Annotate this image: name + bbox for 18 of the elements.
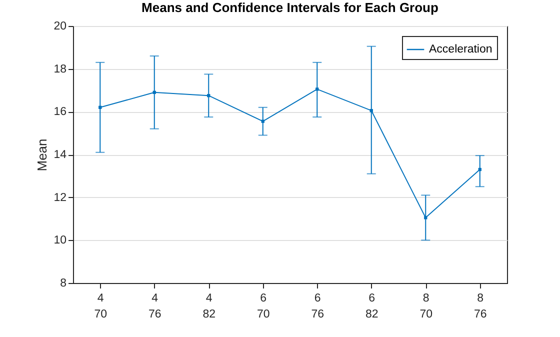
x-tick-label: 6 70 bbox=[256, 292, 270, 320]
y-tick-label: 18 bbox=[54, 63, 66, 76]
y-tick-label: 16 bbox=[54, 106, 66, 118]
y-axis-title: Mean bbox=[34, 138, 50, 172]
chart-title: Means and Confidence Intervals for Each Group bbox=[142, 0, 438, 15]
x-tick-label: 4 82 bbox=[202, 292, 216, 320]
y-tick-label: 12 bbox=[54, 192, 66, 204]
y-tick-label: 14 bbox=[54, 149, 68, 161]
legend-label: Acceleration bbox=[429, 44, 492, 56]
x-tick-label: 6 76 bbox=[311, 292, 324, 320]
x-tick-label: 4 76 bbox=[148, 292, 162, 320]
x-tick-label: 4 70 bbox=[94, 292, 108, 320]
y-tick-label: 10 bbox=[54, 234, 66, 247]
x-tick-label: 6 82 bbox=[365, 292, 378, 320]
x-tick-label: 8 76 bbox=[474, 292, 487, 320]
y-tick-label: 20 bbox=[54, 20, 66, 32]
y-tick-label: 8 bbox=[60, 278, 66, 290]
x-tick-label: 8 70 bbox=[420, 292, 433, 320]
